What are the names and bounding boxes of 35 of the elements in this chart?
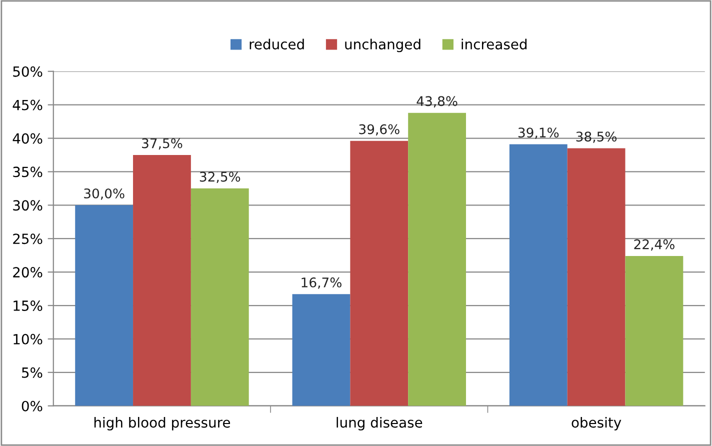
y-tick-label: 40%	[12, 133, 42, 144]
bar	[133, 154, 191, 406]
legend-label: reduced	[250, 38, 304, 50]
y-tick-label: 15%	[14, 300, 42, 311]
data-label: 38,5%	[576, 132, 617, 143]
y-tick-label: 5%	[22, 367, 42, 378]
y-tick-label: 20%	[13, 267, 42, 278]
x-tick-label: lung disease	[336, 416, 422, 430]
y-tick-label: 30%	[13, 200, 42, 211]
data-label: 39,1%	[518, 128, 559, 139]
y-tick-label: 50%	[13, 66, 42, 77]
data-label: 37,5%	[142, 138, 182, 150]
bar	[292, 294, 350, 406]
bar	[75, 205, 134, 406]
data-label: 22,4%	[634, 239, 674, 251]
y-tick-label: 0%	[22, 400, 42, 412]
bar	[350, 140, 408, 406]
data-label: 16,7%	[302, 277, 342, 289]
x-tick-label: obesity	[572, 416, 622, 430]
data-label: 32,5%	[200, 172, 240, 184]
legend-label: unchanged	[345, 38, 420, 52]
data-label: 43,8%	[416, 96, 458, 108]
y-tick-label: 25%	[13, 234, 42, 244]
x-tick-label: high blood pressure	[94, 416, 230, 430]
bar	[190, 188, 249, 406]
y-tick-label: 45%	[12, 100, 42, 110]
legend-label: increased	[462, 38, 527, 50]
data-label: 39,6%	[359, 124, 400, 136]
bar	[509, 144, 568, 406]
bar	[408, 112, 466, 406]
y-tick-label: 35%	[13, 166, 42, 178]
y-tick-label: 10%	[14, 334, 42, 344]
bar	[567, 148, 626, 406]
data-label: 30,0%	[84, 188, 124, 200]
bar	[625, 256, 684, 406]
